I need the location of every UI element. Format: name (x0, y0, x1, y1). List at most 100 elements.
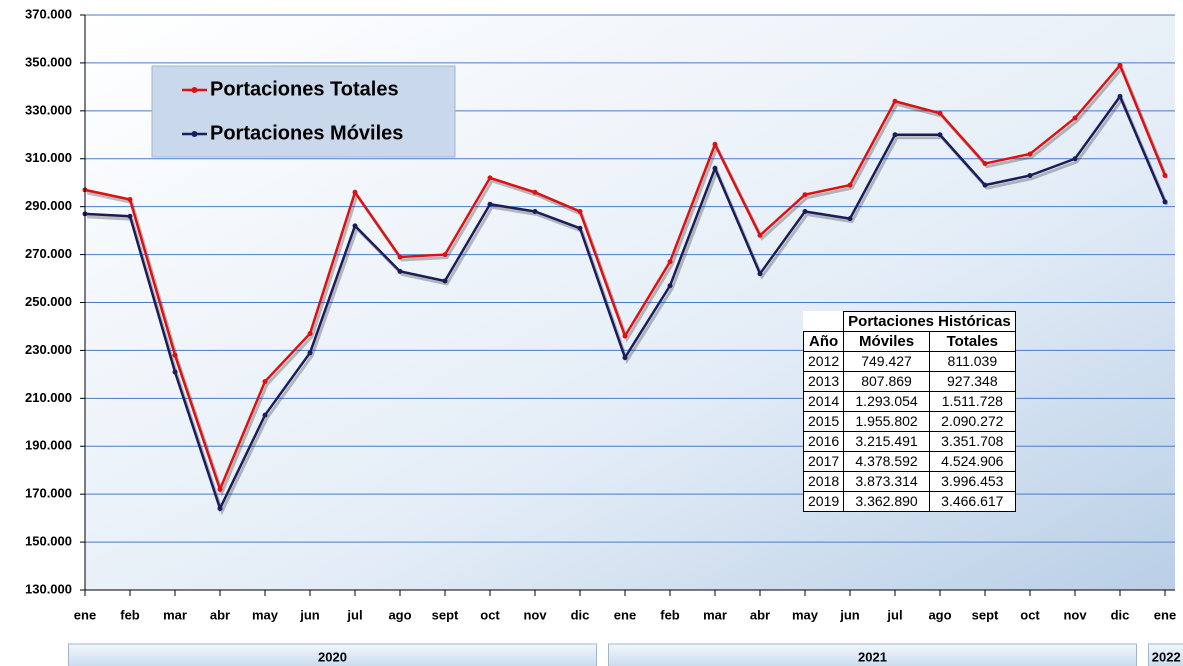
point (892, 132, 898, 138)
legend-box (151, 65, 456, 158)
y-tick-label: 230.000 (25, 342, 72, 357)
legend-marker (191, 131, 198, 137)
table-cell: 807.869 (843, 371, 930, 392)
point (622, 355, 628, 361)
point (397, 268, 403, 274)
y-tick-label: 290.000 (25, 198, 72, 213)
y-tick-label: 270.000 (25, 246, 72, 261)
table-row: 2019 3.362.890 3.466.617 (802, 491, 1016, 512)
point (1117, 93, 1123, 99)
point (577, 225, 583, 231)
y-tick-label: 350.000 (25, 54, 72, 69)
point (667, 259, 673, 265)
group-box (68, 643, 597, 666)
table-cell: 1.511.728 (928, 391, 1016, 412)
point (1027, 173, 1033, 179)
table-header-row: Año Móviles Totales (802, 331, 1016, 352)
point (352, 223, 358, 229)
point (172, 369, 178, 375)
point (397, 254, 403, 260)
x-tick-label: feb (660, 607, 680, 622)
table-cell: 2019 (802, 491, 845, 512)
y-tick-label: 330.000 (25, 102, 72, 117)
point (307, 331, 313, 337)
point (712, 165, 718, 171)
x-tick-label: oct (1020, 607, 1040, 622)
point (937, 110, 943, 116)
point (307, 350, 313, 356)
point (127, 213, 133, 219)
table-cell: 1.293.054 (843, 391, 930, 412)
point (127, 196, 133, 202)
x-tick-label: abr (750, 607, 770, 622)
x-tick-label: feb (120, 607, 140, 622)
group-label: 2020 (318, 649, 347, 664)
point (532, 189, 538, 195)
table-title: Portaciones Históricas (843, 311, 1016, 332)
x-tick-label: jul (886, 607, 902, 622)
table-cell: 3.466.617 (928, 491, 1016, 512)
y-tick-label: 130.000 (25, 581, 72, 596)
point (667, 283, 673, 289)
point (712, 141, 718, 147)
table-row: 2017 4.378.592 4.524.906 (802, 451, 1016, 472)
table-cell: 2017 (802, 451, 845, 472)
point (487, 175, 493, 181)
point (982, 182, 988, 188)
table-cell: 3.362.890 (843, 491, 930, 512)
x-tick-label: mar (703, 607, 727, 622)
history-table: Portaciones Históricas Año Móviles Totales… (802, 311, 1016, 512)
point (262, 412, 268, 418)
table-cell: 2014 (802, 391, 845, 412)
y-tick-label: 310.000 (25, 150, 72, 165)
x-tick-label: jul (346, 607, 362, 622)
x-tick-label: dic (1111, 607, 1130, 622)
header-cell: Móviles (843, 331, 930, 352)
group-box (608, 643, 1137, 666)
table-cell: 2018 (802, 471, 845, 492)
legend-label: Portaciones Totales (210, 78, 399, 100)
point (937, 132, 943, 138)
group-label: 2022 (1152, 649, 1181, 664)
x-tick-label: nov (1063, 607, 1087, 622)
point (1162, 173, 1168, 179)
point (982, 161, 988, 167)
table-cell: 2.090.272 (928, 411, 1016, 432)
x-tick-label: ago (928, 607, 951, 622)
point (757, 232, 763, 238)
point (1117, 62, 1123, 68)
y-tick-label: 170.000 (25, 486, 72, 501)
group-label: 2021 (858, 649, 887, 664)
y-tick-label: 150.000 (25, 534, 72, 549)
table-row: 2014 1.293.054 1.511.728 (802, 391, 1016, 412)
x-tick-label: oct (480, 607, 500, 622)
y-tick-label: 250.000 (25, 294, 72, 309)
line-shadow (86, 65, 1169, 497)
legend-marker (191, 87, 198, 93)
x-tick-label: sept (972, 607, 999, 622)
y-tick-label: 370.000 (25, 6, 72, 21)
point (802, 208, 808, 214)
x-tick-label: may (252, 607, 279, 622)
header-cell: Año (802, 331, 845, 352)
point (892, 98, 898, 104)
x-tick-label: nov (523, 607, 547, 622)
point (1072, 156, 1078, 162)
x-tick-label: ene (614, 607, 636, 622)
x-tick-label: ene (74, 607, 96, 622)
y-tick-label: 210.000 (25, 390, 72, 405)
table-row: 2016 3.215.491 3.351.708 (802, 431, 1016, 452)
point (757, 271, 763, 277)
table-cell: 4.378.592 (843, 451, 930, 472)
table-cell: 3.996.453 (928, 471, 1016, 492)
point (217, 506, 223, 512)
point (262, 379, 268, 385)
table-cell: 4.524.906 (928, 451, 1016, 472)
point (487, 201, 493, 207)
table-row: 2018 3.873.314 3.996.453 (802, 471, 1016, 492)
x-tick-label: sept (432, 607, 459, 622)
table-cell: 811.039 (928, 351, 1016, 372)
table-cell: 2013 (802, 371, 845, 392)
table-cell: 927.348 (928, 371, 1016, 392)
x-tick-label: ene (1154, 607, 1176, 622)
